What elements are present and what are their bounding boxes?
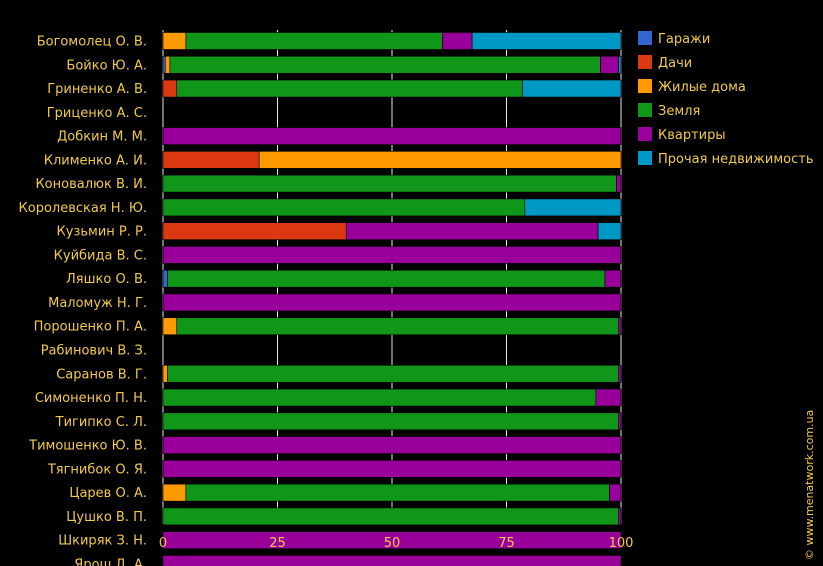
bar-segment xyxy=(162,388,597,407)
bar-segment xyxy=(595,388,622,407)
bar-segment xyxy=(162,531,622,549)
category-label: Добкин М. М. xyxy=(57,130,147,145)
category-label: Королевская Н. Ю. xyxy=(19,201,147,216)
bar-segment xyxy=(618,507,622,526)
category-label: Маломуж Н. Г. xyxy=(48,296,147,311)
bar-segment xyxy=(345,222,599,240)
x-tick-label: 25 xyxy=(269,536,286,551)
bar-segment xyxy=(162,55,166,74)
category-label: Тигипко С. Л. xyxy=(55,415,147,430)
bar-segment xyxy=(169,55,601,74)
category-labels: Богомолец О. В. Бойко Ю. А. Гриненко А. В.… xyxy=(19,35,147,566)
category-label: Ляшко О. В. xyxy=(66,272,147,287)
bar-segment xyxy=(162,460,622,478)
category-label: Шкиряк З. Н. xyxy=(58,534,147,549)
category-label: Клименко А. И. xyxy=(44,153,147,168)
category-label: Богомолец О. В. xyxy=(37,35,147,50)
bar-segment xyxy=(162,507,620,526)
bar-segment xyxy=(618,317,622,336)
bar-segment xyxy=(618,412,622,431)
bar-segment xyxy=(162,246,622,264)
category-label: Тягнибок О. Я. xyxy=(47,462,147,477)
category-label: Коновалюк В. И. xyxy=(35,177,147,192)
legend-swatch xyxy=(638,127,652,141)
bar-segment xyxy=(162,222,347,240)
bar-segment xyxy=(597,222,622,240)
legend-label: Прочая недвижимость xyxy=(658,152,813,167)
category-label: Порошенко П. А. xyxy=(34,320,147,335)
watermark-text: © www.menatwork.com.ua xyxy=(803,410,816,560)
x-axis-tick-labels: 0 25 50 75 100 xyxy=(159,536,634,551)
bar-segment xyxy=(162,79,178,98)
bars xyxy=(162,32,622,566)
category-label: Саранов В. Г. xyxy=(56,367,147,382)
category-label: Царев О. А. xyxy=(69,486,147,501)
bar-segment xyxy=(522,79,622,98)
category-label: Куйбида В. С. xyxy=(54,248,147,263)
bar-segment xyxy=(162,269,168,288)
legend-label: Дачи xyxy=(658,56,692,71)
bar-segment xyxy=(471,32,622,50)
legend-swatch xyxy=(638,31,652,45)
legend-label: Квартиры xyxy=(658,128,726,143)
x-tick-label: 100 xyxy=(609,536,634,551)
bar-segment xyxy=(609,483,622,502)
bar-segment xyxy=(162,555,622,566)
bar-segment xyxy=(185,32,443,50)
legend: Гаражи Дачи Жилые дома Земля Квартиры Прочая … xyxy=(638,31,813,167)
category-label: Кузьмин Р. Р. xyxy=(57,225,147,240)
bar-segment xyxy=(604,269,622,288)
category-label: Гриценко А. С. xyxy=(47,106,147,121)
legend-label: Земля xyxy=(658,104,700,119)
legend-swatch xyxy=(638,151,652,165)
category-label: Бойко Ю. А. xyxy=(66,58,147,73)
bar-segment xyxy=(162,293,622,312)
category-label: Рабинович В. З. xyxy=(41,344,147,359)
bar-segment xyxy=(162,364,168,383)
bar-segment xyxy=(162,198,526,217)
bar-segment xyxy=(162,32,187,50)
bar-segment xyxy=(162,436,622,454)
bar-segment xyxy=(162,412,620,431)
legend-label: Жилые дома xyxy=(658,80,746,95)
legend-swatch xyxy=(638,55,652,69)
x-tick-label: 75 xyxy=(498,536,515,551)
bar-segment xyxy=(618,364,622,383)
bar-segment xyxy=(524,198,622,217)
bar-segment xyxy=(616,174,622,193)
bar-segment xyxy=(442,32,473,50)
bar-segment xyxy=(600,55,620,74)
category-label: Цушко В. П. xyxy=(66,510,147,525)
bar-segment xyxy=(176,79,523,98)
legend-swatch xyxy=(638,79,652,93)
bar-segment xyxy=(162,174,617,193)
category-label: Симоненко П. Н. xyxy=(35,391,147,406)
legend-label: Гаражи xyxy=(658,32,710,47)
legend-swatch xyxy=(638,103,652,117)
bar-segment xyxy=(162,483,187,502)
x-tick-label: 50 xyxy=(384,536,401,551)
x-tick-label: 0 xyxy=(159,536,167,551)
bar-segment xyxy=(258,151,622,169)
category-label: Тимошенко Ю. В. xyxy=(28,439,147,454)
bar-segment xyxy=(162,151,260,169)
bar-segment xyxy=(164,55,171,74)
bar-segment xyxy=(167,269,606,288)
category-label: Ярош Д. А. xyxy=(74,557,147,566)
bar-segment xyxy=(176,317,620,336)
bar-segment xyxy=(162,127,622,145)
bar-segment xyxy=(618,55,622,74)
bar-segment xyxy=(162,317,178,336)
category-label: Гриненко А. В. xyxy=(47,82,147,97)
bar-segment xyxy=(167,364,620,383)
bar-segment xyxy=(185,483,610,502)
